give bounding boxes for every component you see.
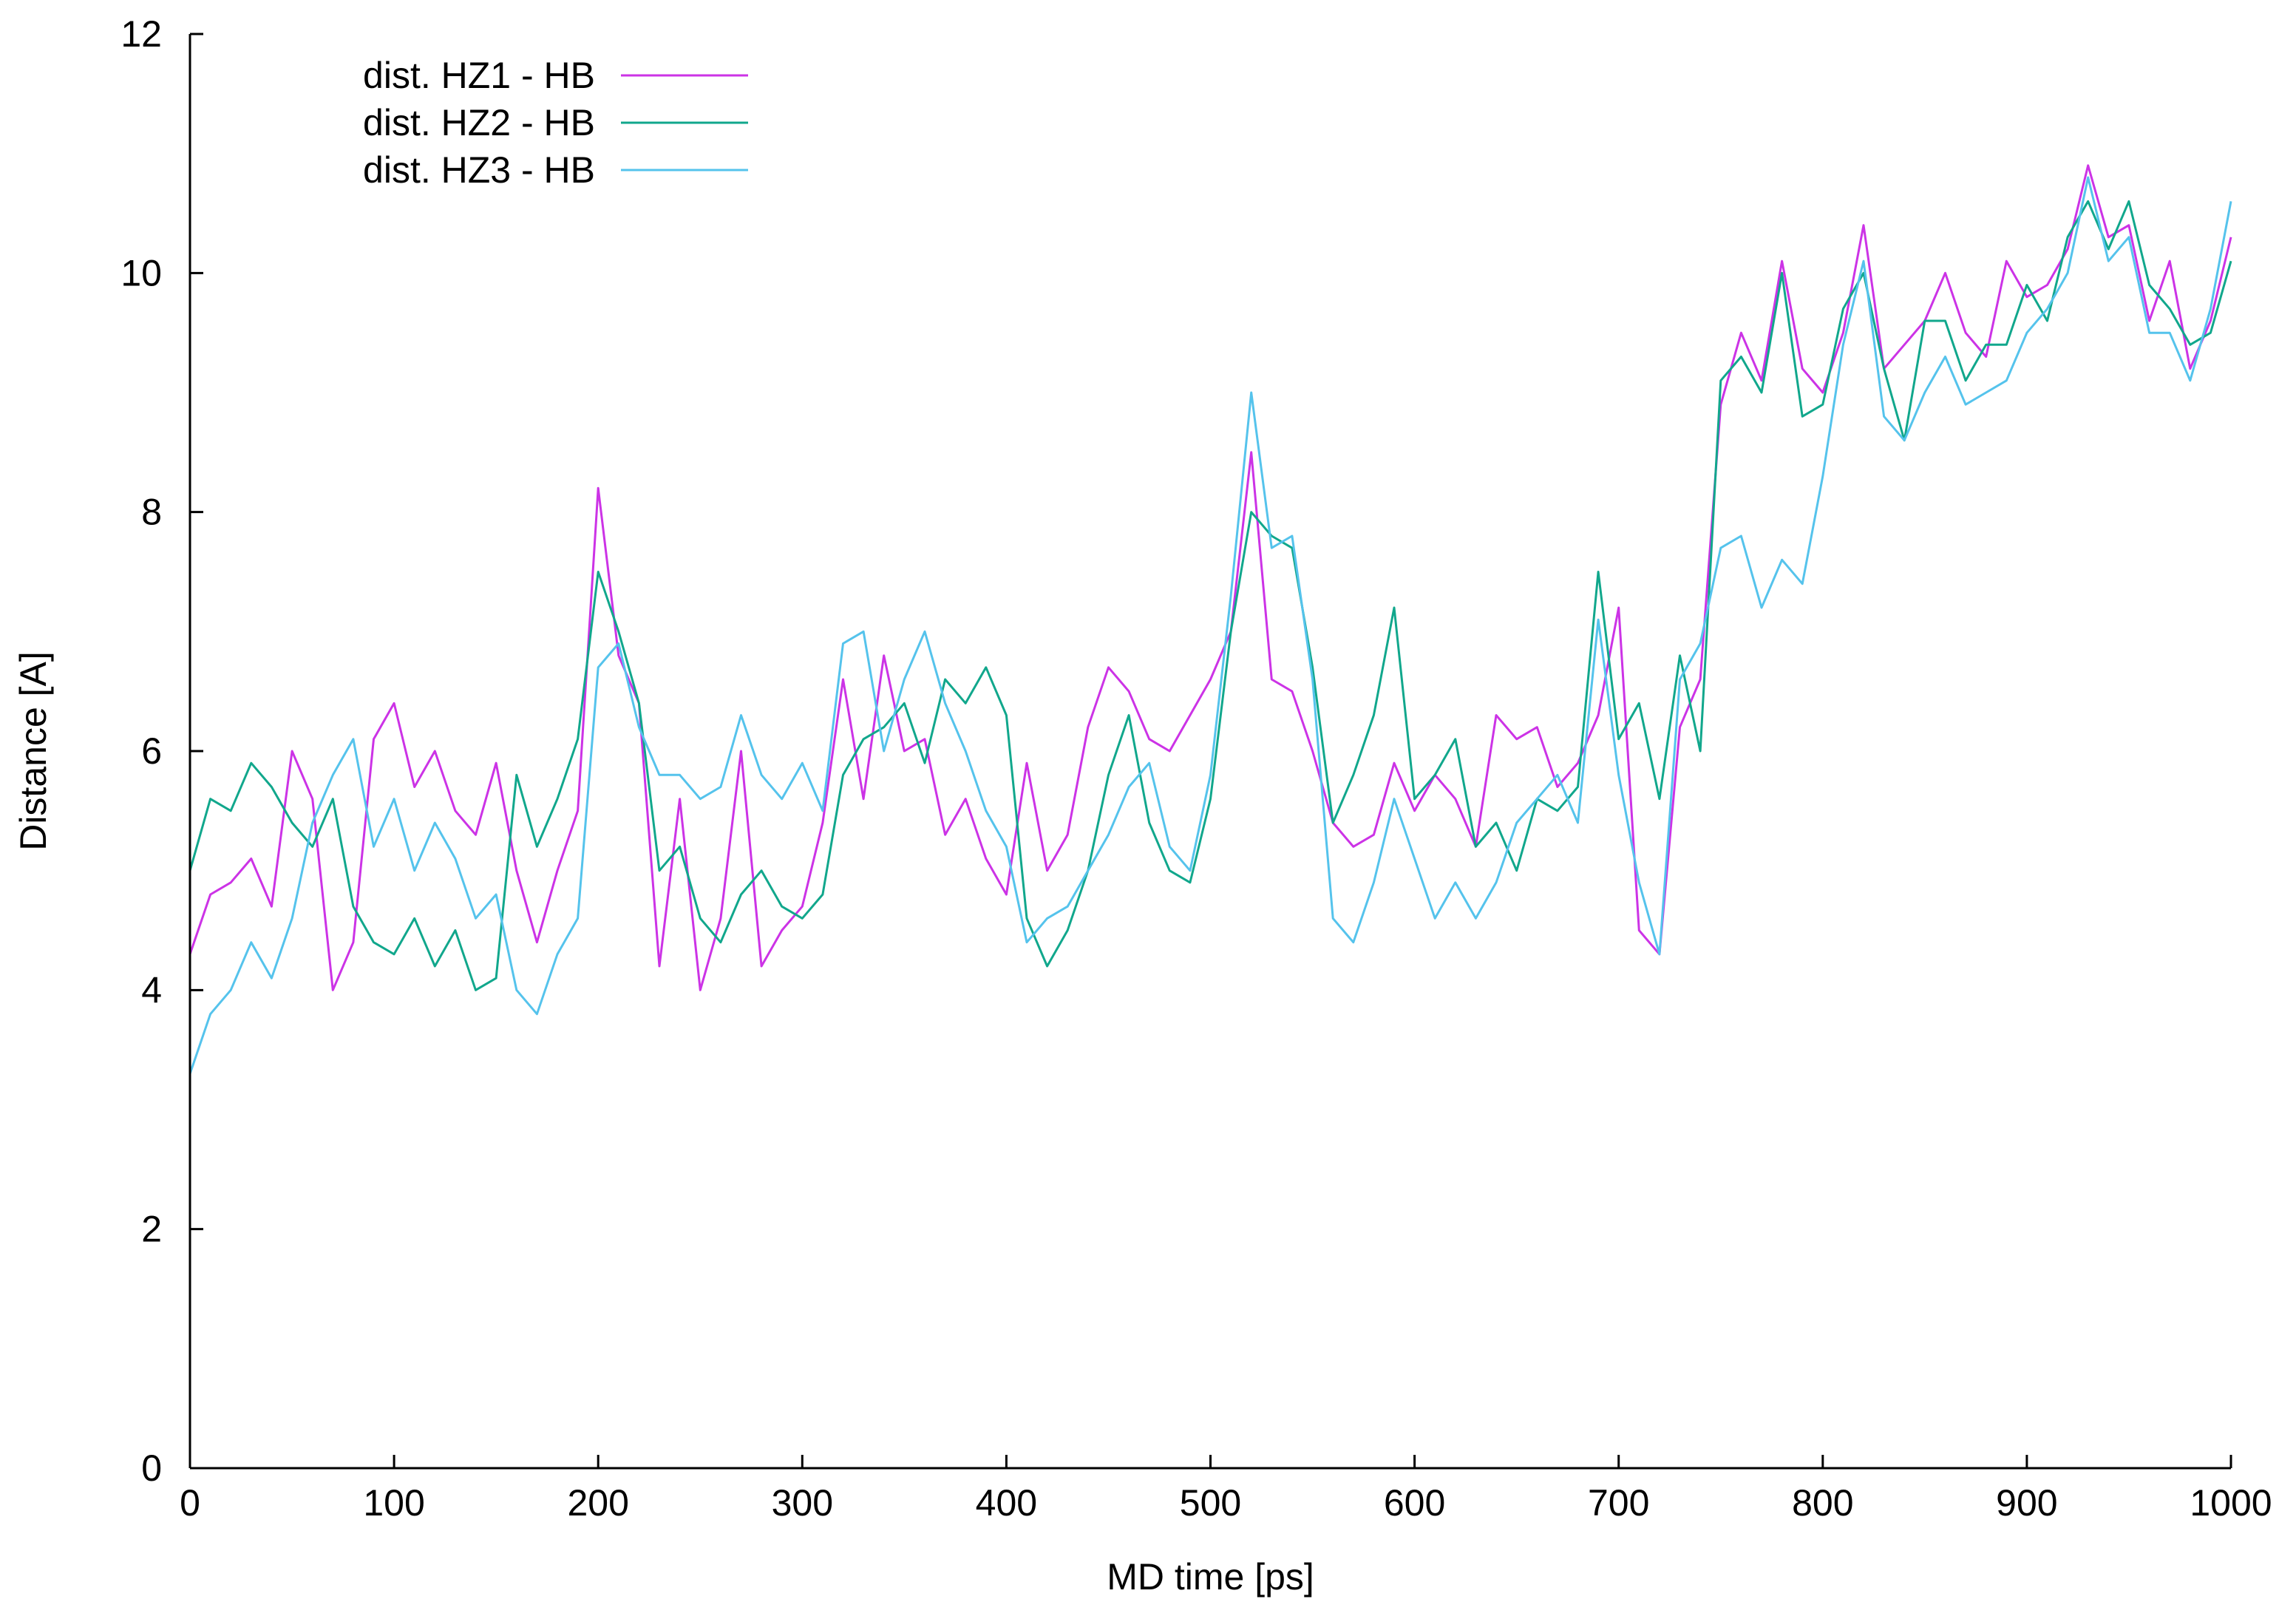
y-tick-label: 10 bbox=[120, 252, 162, 293]
x-tick-label: 200 bbox=[567, 1482, 628, 1524]
x-tick-label: 900 bbox=[1996, 1482, 2057, 1524]
y-tick-label: 8 bbox=[141, 492, 162, 533]
y-tick-label: 6 bbox=[141, 730, 162, 772]
legend-label-1: dist. HZ1 - HB bbox=[363, 55, 595, 96]
x-tick-label: 400 bbox=[976, 1482, 1037, 1524]
x-tick-label: 1000 bbox=[2190, 1482, 2272, 1524]
series-line-3 bbox=[188, 176, 2232, 1074]
series-lines bbox=[188, 164, 2232, 1074]
axes bbox=[188, 34, 2231, 1470]
legend-label-3: dist. HZ3 - HB bbox=[363, 149, 595, 191]
x-tick-label: 800 bbox=[1792, 1482, 1853, 1524]
y-tick-label: 0 bbox=[141, 1447, 162, 1489]
series-line-1 bbox=[188, 164, 2232, 991]
x-tick-label: 300 bbox=[772, 1482, 833, 1524]
x-tick-label: 100 bbox=[363, 1482, 424, 1524]
legend-label-2: dist. HZ2 - HB bbox=[363, 102, 595, 143]
x-tick-label: 700 bbox=[1588, 1482, 1649, 1524]
x-tick-label: 600 bbox=[1384, 1482, 1445, 1524]
x-tick-label: 0 bbox=[180, 1482, 200, 1524]
y-tick-label: 12 bbox=[120, 13, 162, 55]
y-axis-title: Distance [A] bbox=[13, 651, 54, 851]
y-tick-label: 2 bbox=[141, 1209, 162, 1250]
x-tick-label: 500 bbox=[1180, 1482, 1241, 1524]
ticks: 0 100 200 300 400 500 600 700 800 900 1000 0 2 4 6 8 10 1… bbox=[120, 13, 2272, 1524]
series-line-2 bbox=[188, 200, 2232, 991]
x-axis-title: MD time [ps] bbox=[1107, 1556, 1314, 1598]
legend: dist. HZ1 - HB dist. HZ2 - HB dist. HZ3 - … bbox=[363, 55, 748, 191]
y-tick-label: 4 bbox=[141, 969, 162, 1011]
